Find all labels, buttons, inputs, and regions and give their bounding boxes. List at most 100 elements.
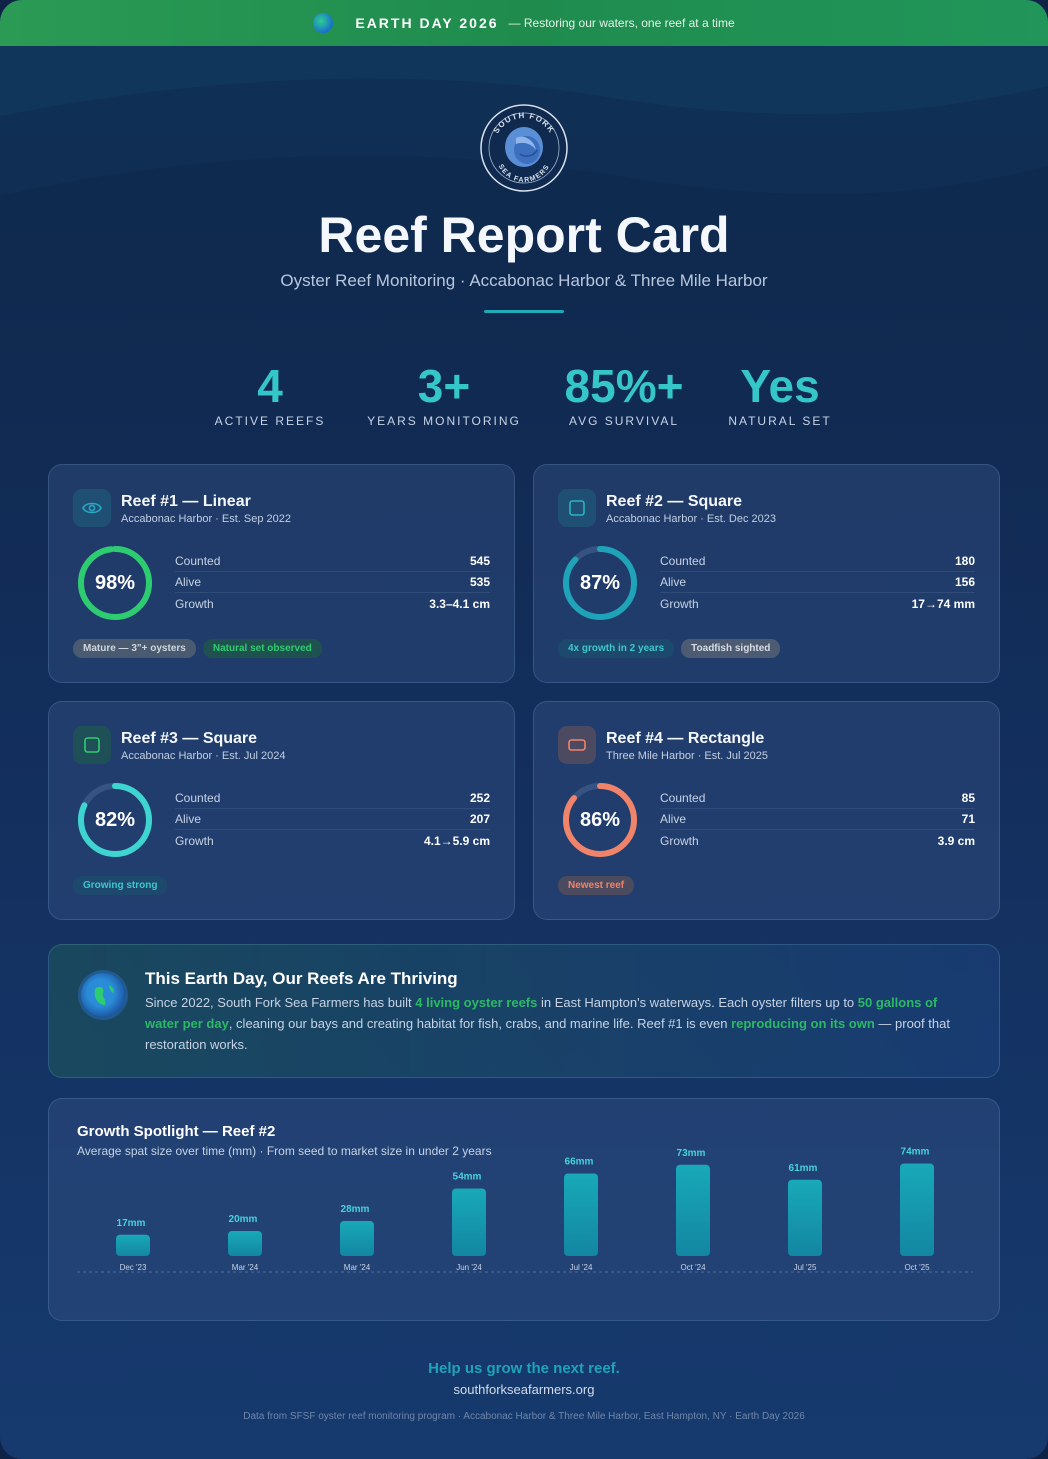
footer-note: Data from SFSF oyster reef monitoring pr… (243, 1411, 805, 1422)
chart-value-label: 66mm (565, 1157, 594, 1168)
tag-natural-set: Natural set observed (202, 639, 322, 658)
alive-row: Alive 156 (660, 572, 975, 593)
chart-bar (676, 1164, 710, 1256)
growth-row: Growth 3.3–4.1 cm (175, 593, 490, 614)
alive-label: Alive (660, 812, 687, 826)
website-link[interactable]: southforkseafarmers.org (453, 1382, 595, 1397)
growth-bar-chart: 17mm Dec '23 20mm Mar '24 28mm Mar '24 54mm Jun… (77, 1147, 973, 1273)
counted-row: Counted 85 (660, 788, 975, 809)
highlight-reproducing: reproducing on its own (731, 1016, 875, 1031)
stat-value: 85%+ (564, 360, 684, 412)
alive-value: 71 (961, 812, 975, 826)
growth-value: 3.9 cm (937, 833, 975, 848)
chart-value-label: 74mm (901, 1147, 930, 1158)
chart-bar (116, 1234, 150, 1256)
thriving-title: This Earth Day, Our Reefs Are Thriving (145, 969, 458, 988)
chart-category-label: Jul '24 (570, 1263, 593, 1272)
reef-card-3: Reef #3 — Square Accabonac Harbor · Est.… (48, 701, 515, 920)
chart-category-label: Mar '24 (232, 1263, 259, 1272)
survival-ring: 82% (75, 780, 155, 860)
text-part: — proof that restoration works. (145, 1016, 950, 1052)
tag-newest-reef: Newest reef (558, 876, 635, 895)
reef-stats: Counted 252 Alive 207 Growth 4.1→5.9 cm (175, 788, 490, 851)
reef-icon-box (73, 726, 111, 764)
alive-row: Alive 207 (175, 809, 490, 830)
alive-row: Alive 71 (660, 809, 975, 830)
rectangle-icon (568, 739, 586, 751)
stat-value: Yes (740, 360, 820, 412)
reef-stats: Counted 180 Alive 156 Growth 17→74 mm (660, 551, 975, 614)
square-icon (84, 737, 100, 753)
reef-meta: Three Mile Harbor · Est. Jul 2025 (606, 750, 769, 762)
text-part: Since 2022, South Fork Sea Farmers has b… (145, 995, 416, 1010)
survival-arc (78, 546, 152, 620)
growth-spotlight-panel: Growth Spotlight — Reef #2 Average spat … (48, 1098, 1000, 1321)
alive-value: 207 (469, 812, 490, 826)
reef-tags: 4x growth in 2 years Toadfish sighted (558, 639, 781, 658)
highlight-reefs: 4 living oyster reefs (415, 995, 538, 1010)
chart-category-label: Oct '24 (680, 1263, 706, 1272)
reef-tags: Growing strong (73, 876, 168, 895)
counted-label: Counted (175, 791, 221, 805)
chart-value-label: 17mm (117, 1218, 146, 1229)
reef-tags: Newest reef (558, 876, 635, 895)
tag-toadfish: Toadfish sighted (681, 639, 781, 658)
survival-percent: 82% (94, 808, 136, 831)
survival-percent: 98% (94, 571, 136, 594)
stat-value: 4 (257, 360, 283, 412)
alive-value: 535 (469, 575, 490, 589)
south-fork-sea-farmers-logo: SOUTH FORK SEA FARMERS (480, 104, 568, 192)
thriving-text: Since 2022, South Fork Sea Farmers has b… (145, 992, 965, 1055)
banner-tagline: — Restoring our waters, one reef at a ti… (508, 16, 735, 30)
chart-bar (900, 1163, 934, 1256)
survival-arc (563, 546, 637, 620)
chart-value-label: 28mm (341, 1204, 370, 1215)
counted-label: Counted (660, 554, 706, 568)
reef-card-1: Reef #1 — Linear Accabonac Harbor · Est.… (48, 464, 515, 683)
reef-meta: Accabonac Harbor · Est. Sep 2022 (121, 513, 291, 525)
alive-label: Alive (175, 575, 202, 589)
stat-natural-set: Yes NATURAL SET (720, 360, 840, 428)
stat-years-monitoring: 3+ YEARS MONITORING (364, 360, 524, 428)
chart-category-label: Jul '25 (794, 1263, 817, 1272)
text-part: in East Hampton's waterways. Each oyster… (537, 995, 858, 1010)
text-part: , cleaning our bays and creating habitat… (228, 1016, 732, 1031)
stat-label: AVG SURVIVAL (568, 414, 680, 428)
survival-ring: 86% (560, 780, 640, 860)
counted-value: 252 (469, 791, 490, 805)
chart-category-label: Oct '25 (904, 1263, 930, 1272)
page-subtitle: Oyster Reef Monitoring · Accabonac Harbo… (280, 271, 768, 290)
stat-label: ACTIVE REEFS (214, 414, 326, 428)
chart-category-label: Dec '23 (120, 1263, 147, 1272)
reef-stats: Counted 85 Alive 71 Growth 3.9 cm (660, 788, 975, 851)
counted-value: 180 (954, 554, 975, 568)
growth-value: 3.3–4.1 cm (429, 596, 490, 611)
survival-ring: 87% (560, 543, 640, 623)
reef-meta: Accabonac Harbor · Est. Dec 2023 (606, 513, 776, 525)
chart-bar (452, 1188, 486, 1256)
earth-globe-icon (81, 973, 125, 1017)
reef-icon-box (558, 726, 596, 764)
chart-category-label: Jun '24 (456, 1263, 482, 1272)
stat-avg-survival: 85%+ AVG SURVIVAL (554, 360, 694, 428)
square-icon (569, 500, 585, 516)
tag-mature: Mature — 3"+ oysters (73, 639, 196, 658)
chart-title: Growth Spotlight — Reef #2 (77, 1123, 276, 1140)
growth-label: Growth (175, 596, 214, 611)
thriving-panel: This Earth Day, Our Reefs Are Thriving S… (48, 944, 1000, 1078)
earth-day-banner: EARTH DAY 2026 — Restoring our waters, o… (0, 0, 1048, 46)
call-to-action: Help us grow the next reef. (428, 1360, 620, 1377)
tag-4x-growth: 4x growth in 2 years (558, 639, 675, 658)
reef-title: Reef #4 — Rectangle (606, 730, 765, 747)
chart-bar (564, 1173, 598, 1256)
chart-value-label: 54mm (453, 1172, 482, 1183)
counted-row: Counted 180 (660, 551, 975, 572)
survival-percent: 86% (579, 808, 621, 831)
chart-category-label: Mar '24 (344, 1263, 371, 1272)
counted-label: Counted (660, 791, 706, 805)
chart-subtitle: Average spat size over time (mm) · From … (77, 1144, 492, 1158)
globe-icon (313, 13, 334, 33)
stat-label: NATURAL SET (728, 414, 832, 428)
growth-label: Growth (175, 833, 214, 848)
